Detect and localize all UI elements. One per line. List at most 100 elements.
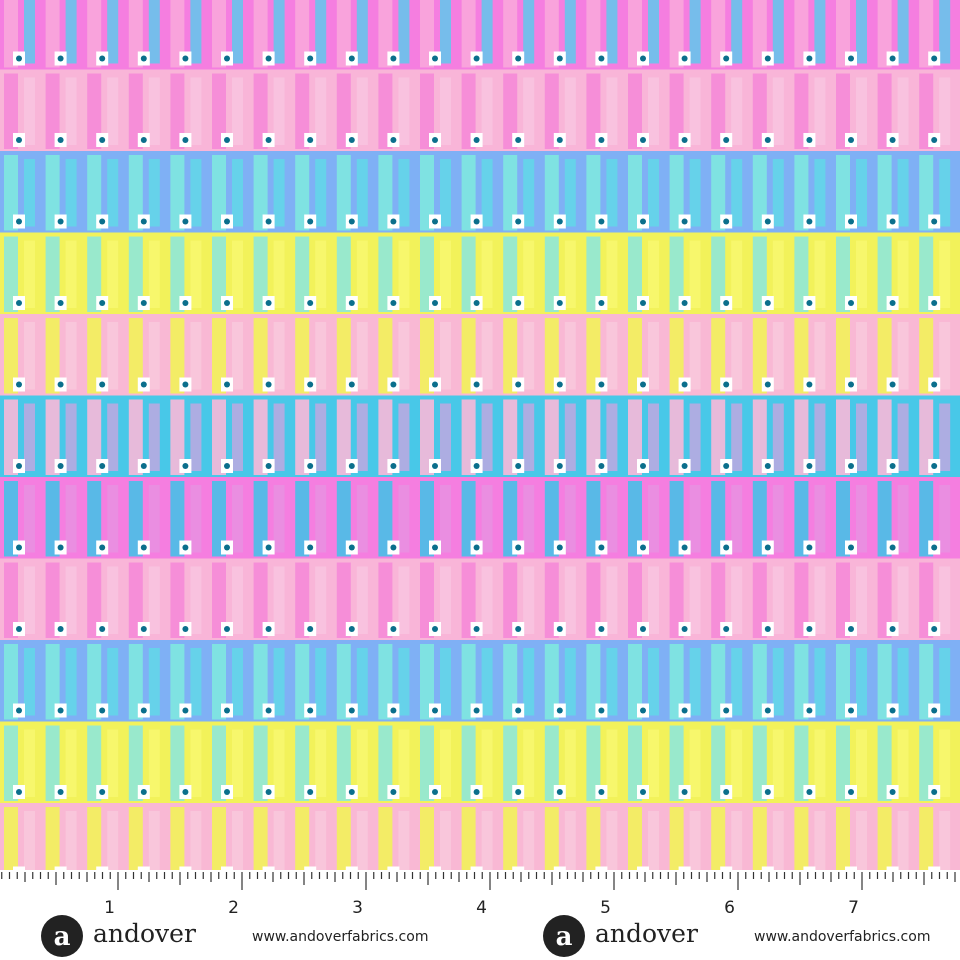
dot xyxy=(515,789,522,795)
dot xyxy=(99,218,106,225)
stripe xyxy=(564,240,576,308)
stripe xyxy=(440,648,451,716)
stripe xyxy=(752,399,767,475)
stripe xyxy=(24,77,35,145)
dot xyxy=(348,463,355,469)
stripe xyxy=(212,318,226,394)
stripe xyxy=(295,0,310,68)
stripe xyxy=(897,729,909,797)
stripe xyxy=(336,73,351,149)
stripe xyxy=(731,159,743,227)
dot xyxy=(640,707,646,714)
stripe xyxy=(212,562,226,638)
stripe xyxy=(564,77,576,145)
stripe xyxy=(752,236,767,312)
dot xyxy=(348,544,355,551)
stripe xyxy=(523,729,535,797)
stripe xyxy=(440,159,451,227)
stripe xyxy=(544,644,559,720)
stripe xyxy=(544,155,559,231)
stripe xyxy=(628,644,642,720)
stripe xyxy=(398,77,410,145)
stripe xyxy=(65,485,77,553)
stripe xyxy=(378,644,393,720)
stripe xyxy=(897,322,909,390)
stripe xyxy=(232,811,243,879)
stripe xyxy=(523,322,535,390)
stripe xyxy=(87,236,102,312)
dot xyxy=(681,626,688,632)
dot xyxy=(681,789,688,795)
dot xyxy=(681,55,688,62)
stripe xyxy=(689,403,701,471)
stripe xyxy=(814,485,826,553)
stripe xyxy=(253,0,268,68)
dot xyxy=(99,137,106,143)
stripe xyxy=(212,481,226,557)
stripe xyxy=(24,648,35,716)
footer: a andover www.andoverfabrics.com a andover ww… xyxy=(41,915,930,957)
stripe xyxy=(461,725,476,801)
stripe xyxy=(24,159,35,227)
stripe xyxy=(606,159,618,227)
stripe xyxy=(523,77,535,145)
stripe xyxy=(315,566,327,634)
stripe xyxy=(232,485,243,553)
stripe xyxy=(897,811,909,879)
dot xyxy=(640,55,646,62)
stripe xyxy=(897,0,909,64)
dot xyxy=(889,137,896,143)
dot xyxy=(681,137,688,143)
stripe xyxy=(420,807,434,883)
dot xyxy=(99,463,106,469)
dot xyxy=(848,300,854,306)
dot xyxy=(848,218,854,225)
stripe xyxy=(212,0,226,68)
stripe xyxy=(336,562,351,638)
stripe xyxy=(65,811,77,879)
stripe xyxy=(481,729,493,797)
dot xyxy=(848,463,854,469)
stripe xyxy=(128,562,143,638)
stripe xyxy=(523,566,535,634)
stripe xyxy=(107,159,119,227)
dot xyxy=(140,381,147,388)
dot xyxy=(889,626,896,632)
stripe xyxy=(148,403,160,471)
stripe xyxy=(939,648,951,716)
stripe xyxy=(752,807,767,883)
stripe xyxy=(814,648,826,716)
stripe xyxy=(648,240,659,308)
stripe xyxy=(87,399,102,475)
stripe xyxy=(481,240,493,308)
stripe xyxy=(856,159,867,227)
stripe xyxy=(544,562,559,638)
stripe xyxy=(814,240,826,308)
stripe xyxy=(503,399,518,475)
stripe xyxy=(606,566,618,634)
stripe xyxy=(586,562,601,638)
stripe xyxy=(232,0,243,64)
stripe xyxy=(919,0,934,68)
dot xyxy=(723,381,730,388)
dot xyxy=(57,381,64,388)
stripe xyxy=(190,566,202,634)
dot xyxy=(848,707,854,714)
dot xyxy=(889,463,896,469)
dot xyxy=(16,137,22,143)
dot xyxy=(432,463,438,469)
dot xyxy=(681,463,688,469)
dot xyxy=(931,626,938,632)
stripe xyxy=(45,807,60,883)
dot xyxy=(598,218,605,225)
dot xyxy=(598,137,605,143)
dot xyxy=(348,218,355,225)
dot xyxy=(598,707,605,714)
dot xyxy=(764,137,771,143)
dot xyxy=(182,463,189,469)
stripe xyxy=(107,485,119,553)
stripe xyxy=(190,159,202,227)
dot xyxy=(224,544,230,551)
dot xyxy=(307,544,314,551)
stripe xyxy=(65,77,77,145)
